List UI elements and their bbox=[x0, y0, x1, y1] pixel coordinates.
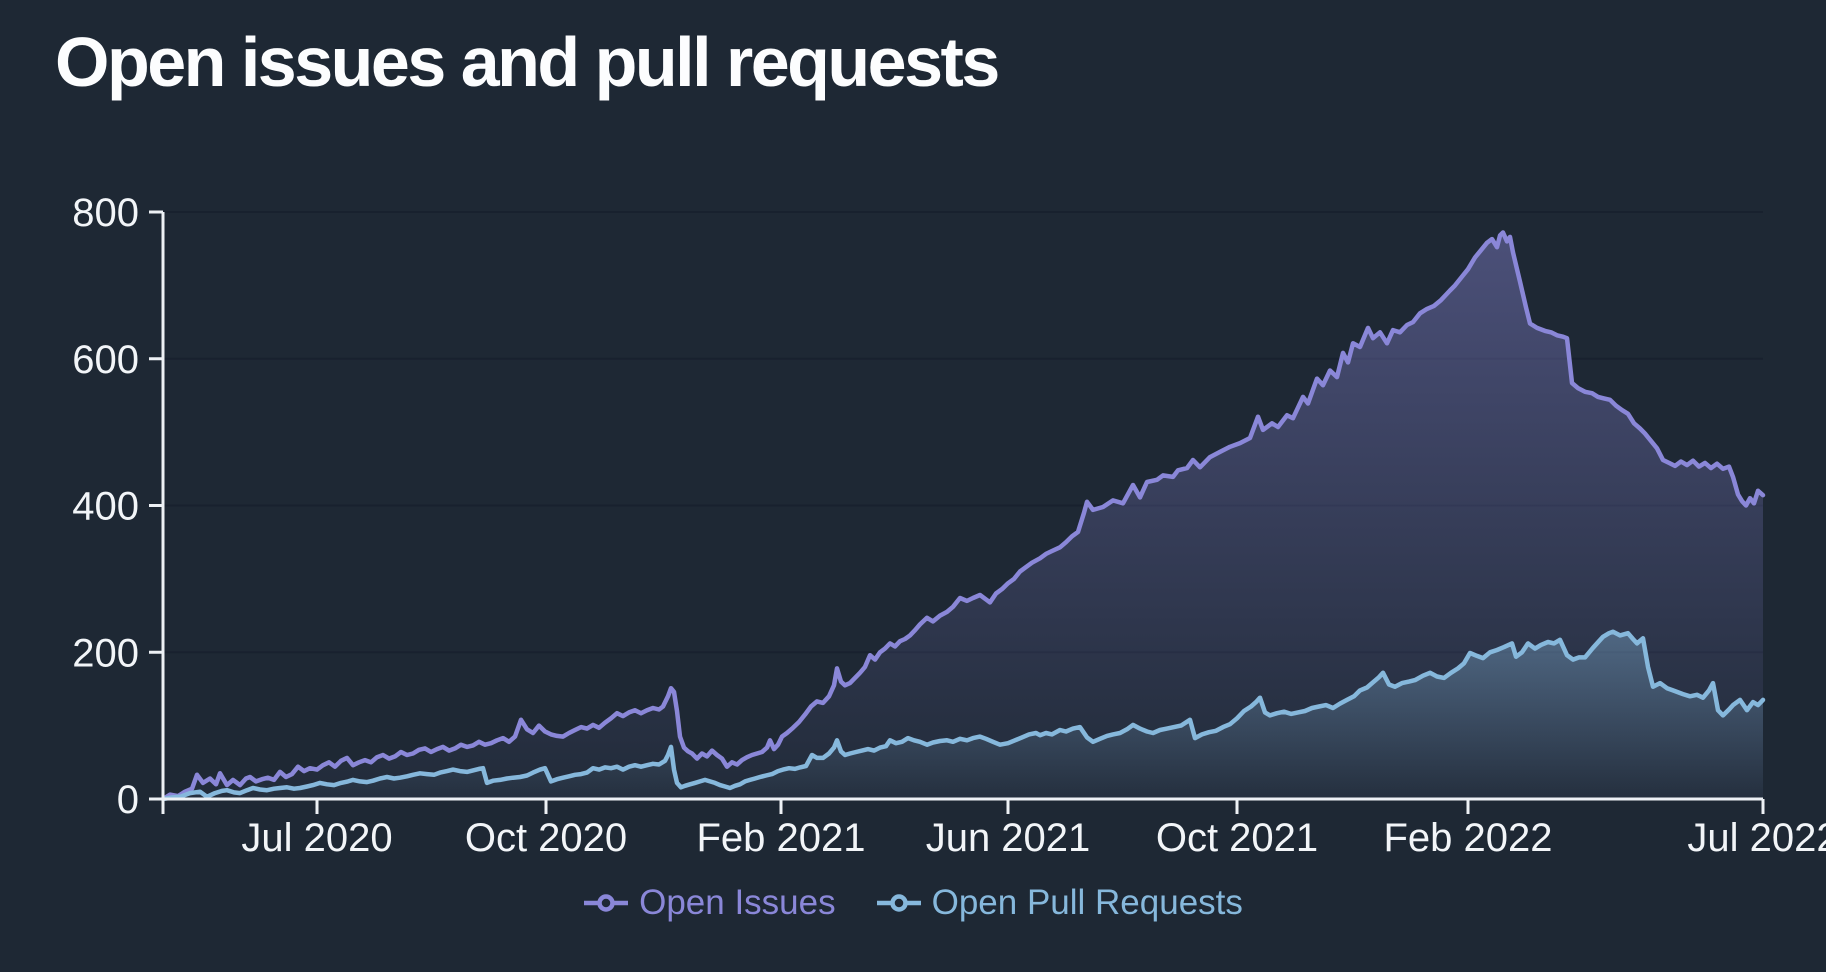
x-axis-label-Feb-2022: Feb 2022 bbox=[1383, 816, 1552, 860]
y-axis-label-0: 0 bbox=[117, 778, 139, 822]
y-axis-label-800: 800 bbox=[72, 191, 139, 235]
legend-label-open-issues: Open Issues bbox=[639, 883, 836, 922]
x-axis-label-Oct-2021: Oct 2021 bbox=[1156, 816, 1318, 860]
x-axis-label-Feb-2021: Feb 2021 bbox=[696, 816, 865, 860]
chart-legend: Open Issues Open Pull Requests bbox=[0, 883, 1826, 923]
open-pull-requests-line bbox=[160, 629, 1766, 802]
y-axis-label-200: 200 bbox=[72, 631, 139, 675]
y-axis-label-600: 600 bbox=[72, 338, 139, 382]
page-title: Open issues and pull requests bbox=[55, 23, 1000, 101]
open-pull-requests-area bbox=[163, 631, 1763, 799]
x-axis-label-Jul-2022: Jul 2022 bbox=[1687, 816, 1826, 860]
y-axis-label-400: 400 bbox=[72, 485, 139, 529]
x-axis-label-Jul-2020: Jul 2020 bbox=[241, 816, 392, 860]
open-issues-area bbox=[163, 232, 1763, 799]
open-pull-requests-line-icon bbox=[876, 894, 921, 912]
open-issues-line-icon bbox=[584, 894, 629, 912]
axes bbox=[149, 210, 1765, 814]
legend-item-open-issues[interactable]: Open Issues bbox=[583, 883, 836, 923]
x-axis-label-Oct-2020: Oct 2020 bbox=[465, 816, 627, 860]
legend-item-open-pull-requests[interactable]: Open Pull Requests bbox=[876, 883, 1243, 923]
legend-label-open-pull-requests: Open Pull Requests bbox=[931, 883, 1243, 922]
x-axis-label-Jun-2021: Jun 2021 bbox=[926, 816, 1091, 860]
open-issues-line bbox=[160, 230, 1766, 802]
